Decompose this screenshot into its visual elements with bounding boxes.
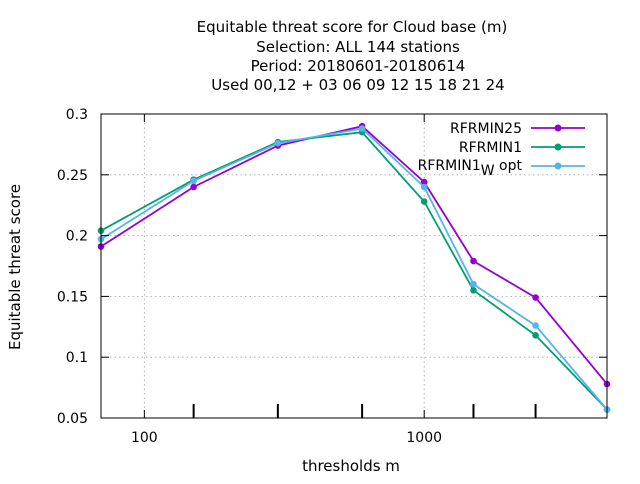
x-tick-label: 100 [131,430,158,446]
chart-title-line-4: Used 00,12 + 03 06 09 12 15 18 21 24 [211,76,504,94]
series-0-point [420,178,428,186]
legend-label-subscript: W [481,163,495,179]
series-1-point [420,198,428,205]
series-line-0 [100,125,608,385]
series-line-1 [100,131,608,411]
legend: RFRMIN25 RFRMIN1 RFRMIN1W opt [418,121,585,179]
tick-layer: 0.05 0.1 0.15 0.2 0.25 0.3 100 1000 [57,107,607,446]
legend-label: RFRMIN25 [450,121,522,137]
legend-point-marker [554,143,562,151]
y-tick-label: 0.15 [57,289,88,305]
y-tick-label: 0.2 [66,229,88,245]
y-tick-label: 0.05 [57,411,88,427]
x-axis-label: thresholds m [302,457,400,475]
chart-title-line-1: Equitable threat score for Cloud base (m… [197,18,508,36]
series-2-point [470,280,477,288]
series-1-point [470,287,477,294]
series-line-2 [100,127,608,411]
chart-title-line-3: Period: 20180601-20180614 [251,57,466,75]
legend-label-suffix: opt [495,158,523,174]
y-tick-label: 0.3 [66,107,88,123]
series-2-point [190,177,197,185]
series-1-point [532,332,539,339]
series-2-point [532,322,539,329]
series-2-point [420,183,428,191]
legend-label: RFRMIN1 [459,140,522,156]
series-2-point [274,139,282,147]
legend-point-marker [554,162,562,170]
x-tick-label: 1000 [406,430,442,446]
y-tick-label: 0.1 [66,350,88,366]
series-0-point [470,257,477,265]
y-tick-label: 0.25 [57,168,88,184]
grid-layer [101,114,607,418]
legend-label-main: RFRMIN1 [418,158,481,174]
series-0-point [190,183,197,191]
legend-label: RFRMIN1W opt [418,158,523,179]
legend-entry-rfrmin1: RFRMIN1 [459,140,585,156]
legend-entry-rfrmin1-w-opt: RFRMIN1W opt [418,158,585,179]
series-2-point [358,125,366,132]
series-layer [97,122,611,413]
y-axis-label: Equitable threat score [6,184,24,350]
legend-entry-rfrmin25: RFRMIN25 [450,121,585,137]
plot-frame [100,113,608,419]
legend-point-marker [554,124,562,132]
chart-title-line-2: Selection: ALL 144 stations [256,38,460,56]
series-0-point [532,294,539,301]
